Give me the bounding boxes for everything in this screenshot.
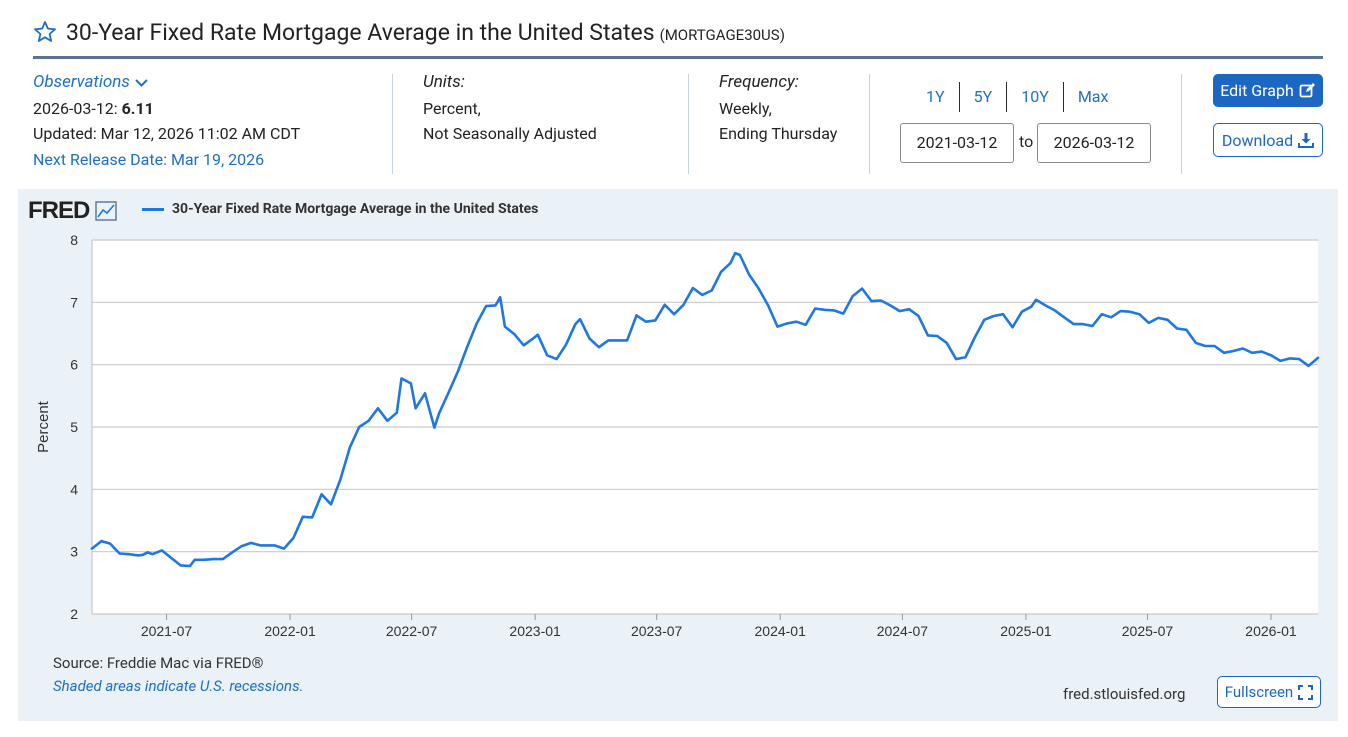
recession-note: Shaded areas indicate U.S. recessions. — [53, 677, 304, 695]
observations-block: Observations 2026-03-12: 6.11 Updated: M… — [33, 70, 300, 172]
x-tick-label: 2022-01 — [264, 623, 316, 639]
x-tick-label: 2025-07 — [1122, 623, 1174, 639]
x-tick-label: 2022-07 — [386, 623, 438, 639]
frequency-value: Weekly, — [719, 98, 772, 118]
y-tick-label: 3 — [70, 544, 78, 560]
download-button[interactable]: Download — [1213, 123, 1323, 157]
x-tick-labels: 2021-07 2022-01 2022-07 2023-01 2023-07 2024-… — [141, 614, 1297, 639]
fred-logo: FRED — [28, 197, 117, 225]
series-line — [90, 251, 1320, 568]
divider — [1181, 74, 1182, 174]
fullscreen-button[interactable]: Fullscreen — [1217, 676, 1321, 708]
divider — [392, 74, 393, 174]
units-adjustment: Not Seasonally Adjusted — [423, 124, 597, 143]
legend-swatch — [142, 207, 164, 211]
y-tick-label: 4 — [70, 481, 78, 497]
fred-chart-icon — [95, 201, 117, 221]
units-value: Percent, — [423, 98, 481, 118]
units-label: Units: — [423, 72, 465, 92]
chart-legend: 30-Year Fixed Rate Mortgage Average in t… — [142, 201, 538, 217]
units-block: Units: Percent, Not Seasonally Adjusted — [423, 70, 597, 147]
download-icon[interactable] — [1298, 132, 1315, 148]
edit-graph-button[interactable]: Edit Graph — [1213, 74, 1323, 107]
x-tick-label: 2024-07 — [877, 623, 929, 639]
latest-observation: 2026-03-12: 6.11 — [33, 96, 300, 122]
download-label[interactable]: Download — [1221, 130, 1294, 150]
x-tick-label: 2024-01 — [755, 623, 807, 639]
page-title: 30-Year Fixed Rate Mortgage Average in t… — [66, 18, 655, 46]
x-tick-label: 2021-07 — [141, 623, 193, 639]
title-divider — [33, 56, 1323, 59]
range-max-button[interactable]: Max — [1077, 87, 1109, 106]
next-release-link[interactable]: Next Release Date: Mar 19, 2026 — [33, 149, 265, 169]
y-axis-label: Percent — [35, 400, 52, 453]
range-buttons: 1Y 5Y 10Y Max — [912, 82, 1122, 112]
latest-value: 6.11 — [121, 98, 154, 118]
observations-dropdown[interactable]: Observations — [33, 70, 300, 96]
y-tick-label: 2 — [70, 606, 78, 622]
y-tick-label: 8 — [70, 232, 78, 248]
chart-canvas[interactable]: 2 3 4 5 6 7 8 2021-07 2022-01 2022-07 2023-01 2023… — [18, 189, 1338, 721]
x-tick-label: 2023-07 — [631, 623, 683, 639]
range-10y-button[interactable]: 10Y — [1007, 82, 1064, 112]
legend-label: 30-Year Fixed Rate Mortgage Average in t… — [172, 201, 539, 217]
start-date-input[interactable]: 2021-03-12 — [900, 123, 1014, 163]
y-tick-label: 6 — [70, 357, 78, 373]
range-5y-button[interactable]: 5Y — [960, 82, 1008, 112]
frequency-detail: Ending Thursday — [719, 124, 838, 143]
edit-graph-label[interactable]: Edit Graph — [1220, 81, 1294, 100]
y-tick-label: 7 — [70, 294, 78, 310]
frequency-label: Frequency: — [719, 72, 799, 92]
frequency-block: Frequency: Weekly, Ending Thursday — [719, 70, 837, 147]
latest-date: 2026-03-12: — [33, 98, 118, 118]
grid-lines — [91, 239, 1318, 615]
divider — [869, 74, 870, 174]
fullscreen-label[interactable]: Fullscreen — [1224, 683, 1294, 701]
observations-label[interactable]: Observations — [33, 72, 130, 92]
chart-panel: 2 3 4 5 6 7 8 2021-07 2022-01 2022-07 2023-01 2023… — [18, 189, 1338, 721]
x-tick-label: 2025-01 — [1000, 623, 1052, 639]
divider — [688, 74, 689, 174]
updated-text: Updated: Mar 12, 2026 11:02 AM CDT — [33, 124, 301, 143]
series-id: (MORTGAGE30US) — [659, 25, 785, 44]
end-date-input[interactable]: 2026-03-12 — [1037, 123, 1151, 163]
edit-icon[interactable] — [1299, 82, 1316, 99]
range-1y-button[interactable]: 1Y — [912, 82, 960, 112]
x-tick-label: 2026-01 — [1245, 623, 1297, 639]
title-row: 30-Year Fixed Rate Mortgage Average in t… — [33, 14, 785, 50]
site-url: fred.stlouisfed.org — [1063, 685, 1186, 703]
y-tick-label: 5 — [70, 419, 78, 435]
x-tick-label: 2023-01 — [509, 623, 561, 639]
star-icon[interactable] — [33, 20, 57, 44]
chevron-down-icon[interactable] — [134, 78, 149, 88]
y-tick-labels: 2 3 4 5 6 7 8 — [70, 232, 78, 622]
fullscreen-icon[interactable] — [1298, 684, 1314, 700]
to-label: to — [1019, 132, 1034, 151]
source-text: Source: Freddie Mac via FRED® — [53, 654, 264, 672]
